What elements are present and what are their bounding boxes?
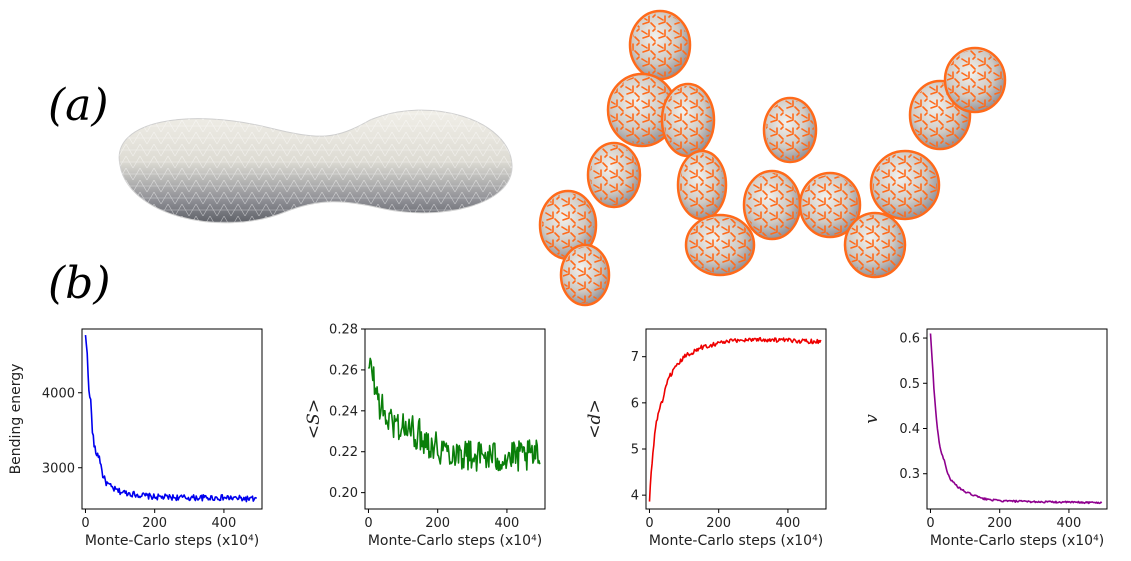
y-tick-label: 3000 — [42, 461, 75, 476]
series-line — [367, 357, 541, 472]
y-tick-label: 4 — [631, 489, 639, 504]
series-line — [929, 333, 1103, 505]
plot-frame — [81, 328, 263, 510]
y-tick-label: 4000 — [42, 386, 75, 401]
y-tick-label: 0.3 — [899, 467, 920, 482]
y-tick-label: 0.24 — [329, 404, 358, 419]
x-tick-label: 200 — [142, 516, 167, 531]
bead-nematic-texture — [766, 100, 814, 160]
bead-nematic-texture — [664, 86, 712, 154]
bead-nematic-texture — [847, 215, 903, 275]
x-tick-label: 200 — [987, 516, 1012, 531]
y-axis-label: Bending energy — [8, 364, 24, 475]
x-tick-label: 400 — [495, 516, 520, 531]
x-tick-label: 200 — [706, 516, 731, 531]
y-tick-label: 0.28 — [329, 323, 358, 338]
x-axis-label: Monte-Carlo steps (x10⁴) — [368, 533, 542, 549]
x-tick-label: 0 — [926, 516, 934, 531]
chart-4: 0 200 400 0.3 0.4 0.5 0.6 Monte-Carlo steps (x1… — [862, 328, 1108, 549]
bead-nematic-texture — [590, 145, 638, 205]
y-tick-label: 0.26 — [329, 363, 358, 378]
x-tick-label: 0 — [364, 516, 372, 531]
y-tick-label: 7 — [631, 350, 639, 365]
y-tick-label: 0.22 — [329, 445, 358, 460]
bead-nematic-texture — [873, 153, 937, 217]
x-tick-label: 400 — [212, 516, 237, 531]
panel-label-a: (a) — [48, 80, 109, 131]
x-tick-label: 200 — [425, 516, 450, 531]
x-axis-label: Monte-Carlo steps (x10⁴) — [85, 533, 259, 549]
x-tick-label: 400 — [776, 516, 801, 531]
y-tick-label: 0.4 — [899, 422, 920, 437]
bead-nematic-texture — [802, 175, 858, 235]
plot-frame — [645, 328, 827, 510]
bead-nematic-texture — [947, 50, 1003, 110]
x-tick-label: 400 — [1057, 516, 1082, 531]
plot-frame — [364, 328, 546, 510]
series-line — [84, 335, 257, 503]
bead-nematic-texture — [746, 173, 798, 237]
y-tick-label: 6 — [631, 396, 639, 411]
bead-nematic-texture — [542, 193, 594, 257]
x-axis-label: Monte-Carlo steps (x10⁴) — [649, 533, 823, 549]
y-axis-label: <d> — [585, 399, 605, 438]
vesicle-mesh — [118, 109, 513, 224]
y-axis-label: <S> — [304, 399, 324, 439]
y-tick-label: 0.20 — [329, 486, 358, 501]
panel-label-b: (b) — [48, 258, 111, 309]
bead-nematic-texture — [632, 13, 688, 77]
bead-nematic-texture — [563, 247, 607, 303]
plot-frame — [926, 328, 1108, 510]
y-tick-label: 0.5 — [899, 377, 920, 392]
y-tick-label: 0.6 — [899, 332, 920, 347]
y-tick-label: 5 — [631, 443, 639, 458]
bead-chain-with-nematic-field — [538, 9, 1007, 307]
bead-nematic-texture — [680, 153, 724, 217]
x-tick-label: 0 — [645, 516, 653, 531]
chart-2: 0 200 400 0.20 0.22 0.24 0.26 0.28 Monte-Carlo s… — [304, 323, 546, 549]
x-tick-label: 0 — [81, 516, 89, 531]
x-axis-label: Monte-Carlo steps (x10⁴) — [930, 533, 1104, 549]
y-axis-label: v — [862, 414, 882, 424]
series-line — [648, 336, 822, 502]
bead-nematic-texture — [610, 76, 674, 144]
bead-nematic-texture — [688, 217, 752, 273]
chart-3: 0 200 400 4 5 6 7 Monte-Carlo steps (x10⁴) <d> — [585, 328, 827, 549]
chart-1: 0 200 400 3000 4000 Monte-Carlo steps (x10⁴) B… — [8, 328, 263, 549]
